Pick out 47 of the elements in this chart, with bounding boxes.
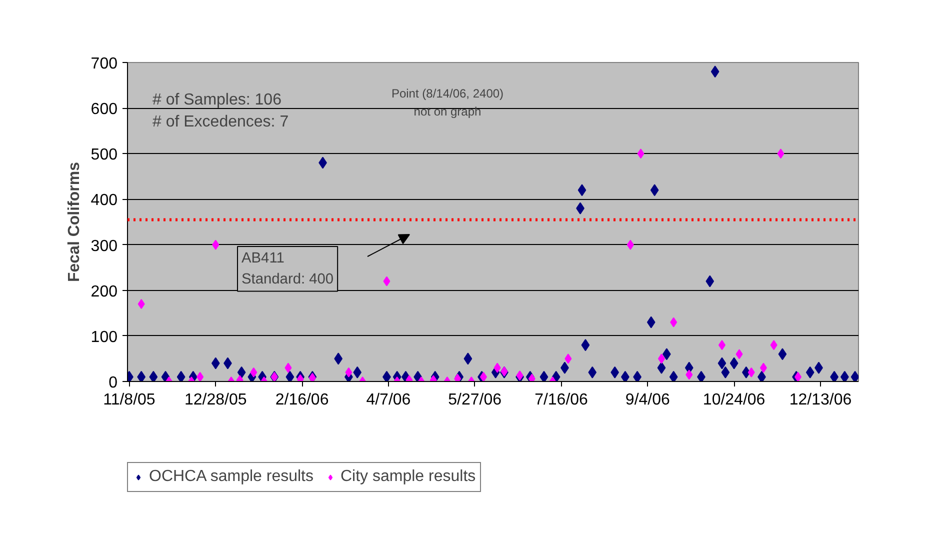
y-tick-label: 600 bbox=[90, 101, 118, 118]
point bbox=[345, 367, 352, 378]
point bbox=[383, 276, 390, 286]
x-tick-label: 11/8/05 bbox=[103, 392, 156, 408]
x-tick-label: 9/4/06 bbox=[625, 392, 670, 408]
point bbox=[212, 240, 220, 250]
y-axis-title: Fecal Coliforms bbox=[66, 162, 83, 282]
y-tick-label: 0 bbox=[108, 374, 118, 392]
legend-label: City sample results bbox=[340, 468, 476, 486]
x-tick-label: 12/28/05 bbox=[184, 392, 247, 408]
point bbox=[670, 317, 678, 328]
point bbox=[748, 367, 755, 378]
x-tick-label: 5/27/06 bbox=[448, 392, 502, 408]
annotation: # of Excedences: 7 bbox=[152, 114, 289, 130]
x-tick-label: 2/16/06 bbox=[275, 392, 329, 408]
y-tick-label: 700 bbox=[90, 56, 118, 72]
point bbox=[686, 370, 693, 380]
point bbox=[658, 354, 665, 364]
y-tick-label: 500 bbox=[90, 146, 118, 164]
point bbox=[794, 372, 802, 382]
point bbox=[718, 340, 726, 350]
y-tick-label: 200 bbox=[90, 283, 118, 300]
annotation: # of Samples: 106 bbox=[152, 92, 282, 108]
point bbox=[494, 362, 501, 373]
x-tick-label: 4/7/06 bbox=[366, 392, 411, 408]
x-tick-label: 7/16/06 bbox=[534, 392, 588, 408]
point bbox=[637, 148, 644, 159]
point bbox=[760, 362, 767, 373]
y-tick-label: 400 bbox=[90, 192, 118, 210]
y-tick-label: 100 bbox=[90, 328, 118, 346]
point bbox=[777, 148, 784, 159]
point bbox=[564, 354, 572, 364]
annotation: Point (8/14/06, 2400) not on graph bbox=[391, 86, 504, 119]
point bbox=[196, 372, 204, 382]
point bbox=[736, 349, 743, 360]
point bbox=[138, 299, 145, 310]
point bbox=[454, 374, 462, 382]
annotation: AB411 Standard: 400 bbox=[242, 250, 334, 288]
point bbox=[284, 362, 292, 373]
point bbox=[528, 374, 536, 382]
x-tick-label: 10/24/06 bbox=[702, 392, 766, 408]
point bbox=[626, 240, 634, 250]
point bbox=[250, 367, 258, 378]
x-tick-label: 12/13/06 bbox=[789, 392, 852, 408]
legend-label: OCHCA sample results bbox=[149, 468, 314, 486]
y-tick-label: 300 bbox=[90, 238, 118, 255]
point bbox=[770, 340, 778, 350]
